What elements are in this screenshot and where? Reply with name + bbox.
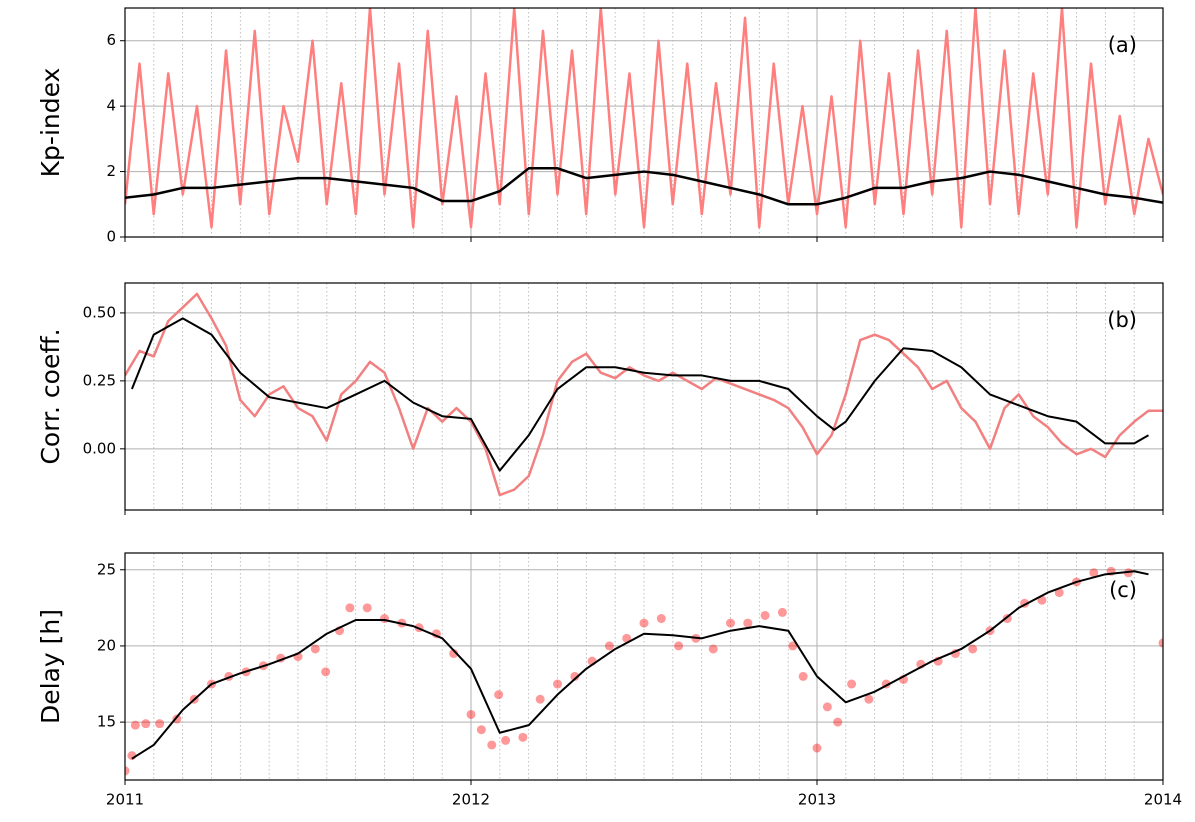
y-axis-label: Delay [h] (36, 609, 65, 724)
scatter-point (604, 641, 614, 651)
y-axis-label: Kp-index (36, 68, 65, 178)
scatter-point (1054, 588, 1064, 598)
scatter-point (833, 717, 843, 727)
scatter-point (535, 694, 545, 704)
scatter-point (726, 618, 735, 628)
scatter-point (476, 725, 486, 735)
scatter-point (310, 644, 320, 654)
y-tick-label: 20 (97, 636, 116, 654)
scatter-point (321, 667, 331, 677)
scatter-point (125, 766, 130, 776)
panel: 0 2 4 6 (a) Kp-index (36, 7, 1164, 246)
scatter-point (777, 607, 787, 617)
scatter-point (494, 690, 504, 700)
line-series (130, 317, 1149, 472)
scatter-point (362, 603, 372, 613)
scatter-point (798, 671, 808, 681)
panel: 2011 2012 2013 2014 15 20 25 (c) Delay [h] (36, 552, 1182, 809)
scatter-point (487, 740, 497, 750)
scatter-point (788, 641, 798, 651)
panel-annotation: (c) (1109, 578, 1137, 602)
y-tick-label: 15 (97, 713, 116, 731)
y-tick-label: 0.00 (83, 439, 116, 457)
scatter-point (812, 743, 822, 753)
y-tick-label: 2 (106, 162, 116, 180)
x-tick-label: 2013 (798, 791, 836, 809)
scatter-point (639, 618, 649, 628)
scatter-point (708, 644, 718, 654)
scatter-point (847, 679, 857, 689)
scatter-point (743, 618, 753, 628)
scatter-point (968, 644, 978, 654)
scatter-point (822, 702, 832, 712)
line-series (125, 167, 1163, 206)
panel-annotation: (b) (1107, 308, 1137, 332)
y-axis-label: Corr. coeff. (36, 328, 65, 464)
scatter-point (518, 732, 528, 742)
y-tick-label: 4 (106, 97, 116, 115)
plot-area (125, 292, 1163, 497)
scatter-point (570, 671, 580, 681)
y-tick-label: 6 (106, 31, 116, 49)
x-tick-label: 2012 (452, 791, 490, 809)
scatter-point (345, 603, 355, 613)
y-tick-label: 0.50 (83, 303, 116, 321)
panel: 0.00 0.25 0.50 (b) Corr. coeff. (36, 282, 1164, 515)
line-series (125, 292, 1163, 497)
scatter-point (130, 720, 140, 730)
scatter-point (864, 694, 874, 704)
y-tick-label: 0.25 (83, 371, 116, 389)
scatter-point (449, 649, 459, 659)
scatter-point (1158, 638, 1163, 648)
x-tick-label: 2011 (106, 791, 144, 809)
plot-area (125, 8, 1163, 229)
axes-frame (124, 7, 1164, 238)
scatter-point (760, 610, 770, 620)
line-series (125, 8, 1163, 229)
plot-area (125, 566, 1163, 776)
scatter-point (172, 714, 182, 724)
scatter-point (1089, 568, 1099, 578)
axes-frame (124, 282, 1164, 511)
y-tick-label: 0 (106, 228, 116, 246)
axes-frame (124, 552, 1164, 781)
scatter-point (466, 709, 476, 719)
scatter-point (141, 719, 151, 729)
scatter-point (155, 719, 165, 729)
line-series (131, 570, 1149, 760)
scatter-point (622, 633, 632, 643)
y-tick-label: 25 (97, 560, 116, 578)
panel-annotation: (a) (1108, 33, 1137, 57)
x-tick-label: 2014 (1144, 791, 1182, 809)
scatter-point (553, 679, 562, 689)
scatter-point (501, 735, 511, 745)
scatter-point (656, 614, 666, 624)
scatter-point (674, 641, 684, 651)
